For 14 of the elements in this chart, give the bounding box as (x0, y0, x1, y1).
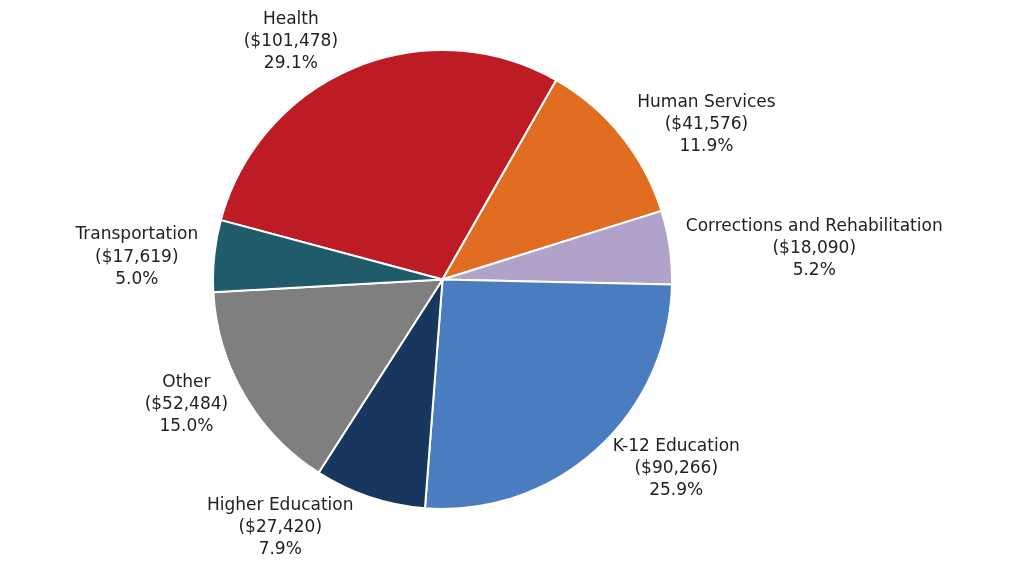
slice-label: Health (262, 8, 319, 29)
data-label: ($17,619) 5.0% (95, 245, 179, 288)
slice-label: Other (162, 371, 211, 392)
slice-label: Higher Education (206, 493, 354, 514)
data-label: ($27,420) 7.9% (238, 515, 323, 559)
slice-label: K-12 Education (612, 435, 740, 456)
slice-label: Corrections and Rehabilitation (685, 214, 943, 235)
data-label: ($18,090) 5.2% (772, 236, 857, 279)
data-label: ($41,576) 11.9% (664, 112, 749, 155)
slice-label: Transportation (74, 223, 199, 244)
data-label: ($101,478) 29.1% (243, 30, 339, 73)
data-label: ($52,484) 15.0% (144, 393, 229, 436)
data-label: ($90,266) 25.9% (634, 457, 719, 500)
slice-label: Human Services (637, 90, 776, 111)
